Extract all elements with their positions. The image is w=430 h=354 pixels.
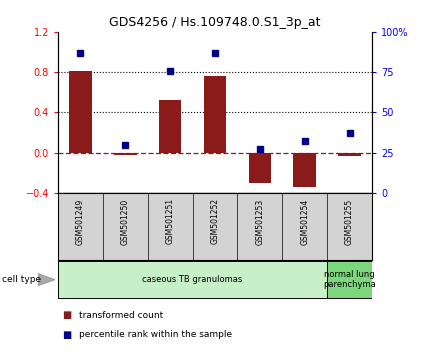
Text: GSM501250: GSM501250 [121, 198, 130, 245]
Text: GSM501252: GSM501252 [211, 198, 219, 244]
Text: normal lung
parenchyma: normal lung parenchyma [323, 270, 376, 289]
Text: GSM501251: GSM501251 [166, 198, 175, 244]
Polygon shape [38, 273, 55, 286]
Text: ■: ■ [62, 330, 72, 339]
Text: GSM501253: GSM501253 [255, 198, 264, 245]
Bar [114, 153, 137, 155]
Bar [293, 153, 316, 187]
Text: ■: ■ [62, 310, 72, 320]
Bar [327, 261, 372, 298]
Text: GSM501254: GSM501254 [300, 198, 309, 245]
Text: percentile rank within the sample: percentile rank within the sample [79, 330, 232, 339]
Bar [249, 153, 271, 183]
Text: caseous TB granulomas: caseous TB granulomas [142, 275, 243, 284]
Text: GSM501255: GSM501255 [345, 198, 354, 245]
Bar [159, 100, 181, 153]
Text: transformed count: transformed count [79, 310, 163, 320]
Title: GDS4256 / Hs.109748.0.S1_3p_at: GDS4256 / Hs.109748.0.S1_3p_at [109, 16, 321, 29]
Bar [204, 76, 226, 153]
Bar [58, 261, 327, 298]
Bar [69, 71, 92, 153]
Text: cell type: cell type [2, 275, 41, 284]
Bar [338, 153, 361, 156]
Text: GSM501249: GSM501249 [76, 198, 85, 245]
